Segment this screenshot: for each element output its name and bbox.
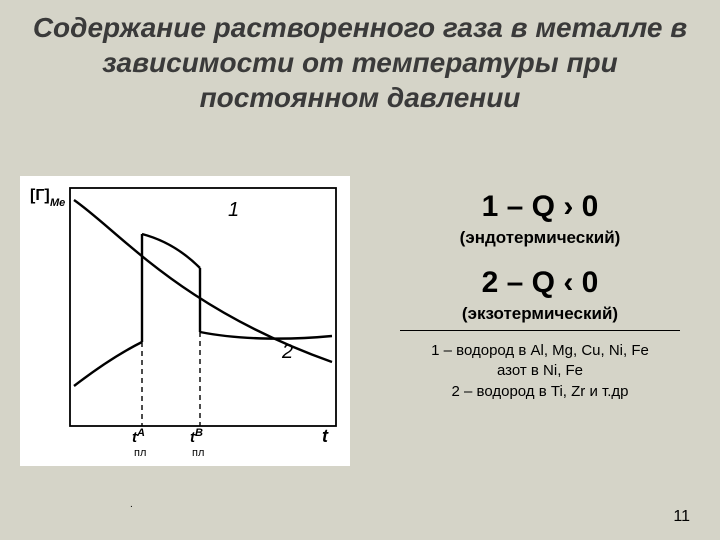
tick-tA-sub: пл <box>134 447 146 459</box>
title-text: Содержание растворенного газа в металле … <box>33 12 687 113</box>
y-axis-sub: Me <box>50 197 65 209</box>
tick-tB: tB <box>190 427 203 446</box>
page-title: Содержание растворенного газа в металле … <box>0 0 720 121</box>
legend-notes: 1 – водород в Al, Mg, Cu, Ni, Fe азот в … <box>380 341 700 402</box>
page-number: 11 <box>673 508 690 526</box>
chart-svg: [Г] Me t 1 2 tA <box>20 176 350 466</box>
curve-2-label: 2 <box>281 341 293 363</box>
curve-1-label: 1 <box>228 199 239 221</box>
equation-2: 2 – Q ‹ 0 <box>380 266 700 300</box>
x-axis-label: t <box>322 426 329 446</box>
y-axis-label: [Г] <box>30 187 50 204</box>
note-line-2: азот в Ni, Fe <box>380 361 700 381</box>
equation-2-sub: (экзотермический) <box>380 304 700 324</box>
note-line-1: 1 – водород в Al, Mg, Cu, Ni, Fe <box>380 341 700 361</box>
legend-divider <box>400 330 680 331</box>
legend: 1 – Q › 0 (эндотермический) 2 – Q ‹ 0 (э… <box>380 190 700 402</box>
curve-step-left <box>74 342 142 386</box>
chart-frame <box>70 188 336 426</box>
equation-1: 1 – Q › 0 <box>380 190 700 224</box>
tick-tB-sub: пл <box>192 447 204 459</box>
equation-1-sub: (эндотермический) <box>380 228 700 248</box>
note-line-3: 2 – водород в Ti, Zr и т.др <box>380 382 700 402</box>
chart-container: [Г] Me t 1 2 tA <box>20 176 350 466</box>
tick-tA: tA <box>132 427 145 446</box>
decorative-dot: . <box>130 499 133 510</box>
